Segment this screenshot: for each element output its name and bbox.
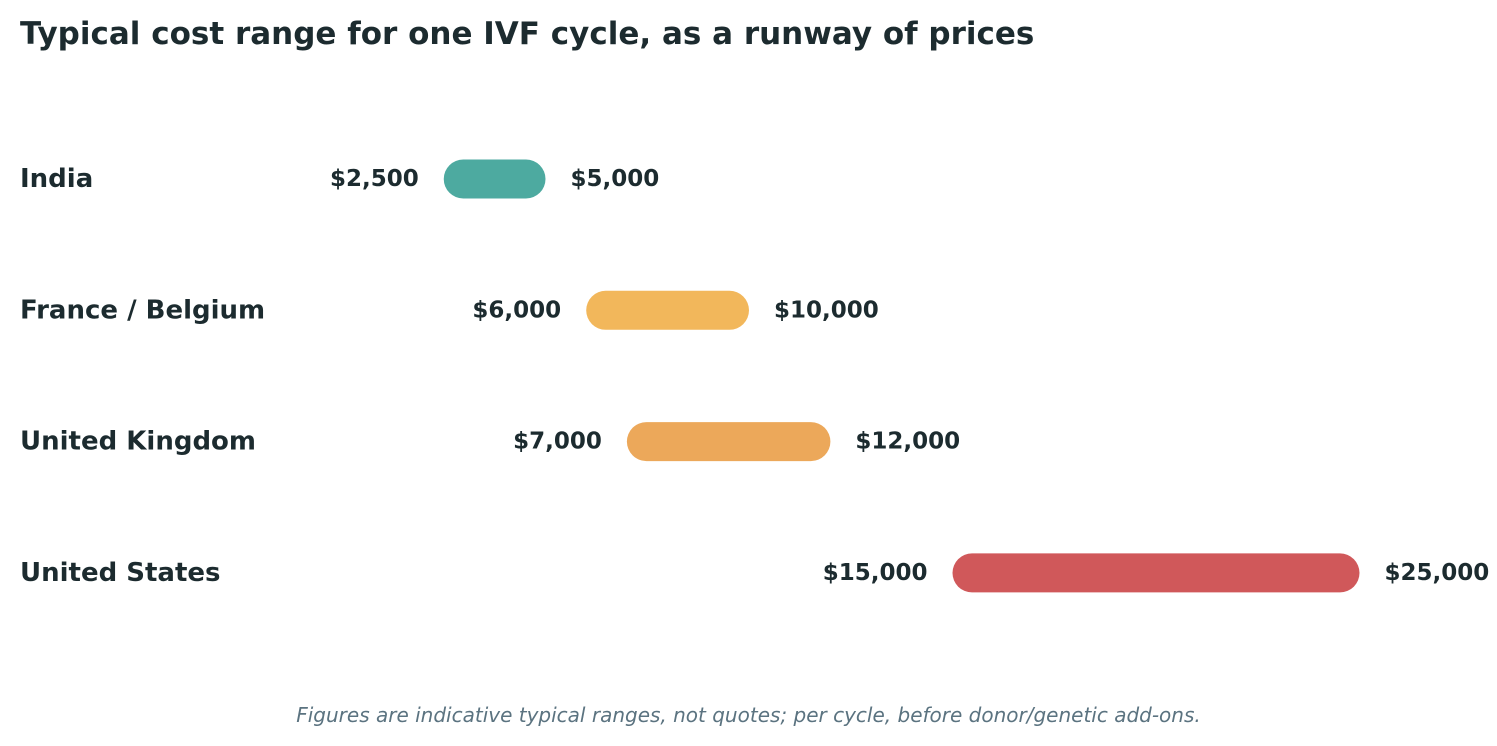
range-bar — [626, 422, 831, 462]
high-value-label: $5,000 — [571, 166, 660, 192]
range-bar — [952, 553, 1360, 593]
range-chart: India $2,500 $5,000 France / Belgium $6,000 $… — [20, 159, 1490, 593]
chart-title: Typical cost range for one IVF cycle, as… — [20, 16, 1035, 52]
row-label: United States — [20, 558, 221, 588]
high-value-label: $12,000 — [855, 429, 960, 455]
row-label: India — [20, 164, 93, 194]
low-value-label: $7,000 — [513, 429, 602, 455]
row-label: France / Belgium — [20, 295, 265, 325]
high-value-label: $25,000 — [1385, 560, 1490, 586]
row-label: United Kingdom — [20, 427, 256, 457]
high-value-label: $10,000 — [774, 297, 879, 323]
chart-footnote: Figures are indicative typical ranges, n… — [296, 703, 1201, 727]
low-value-label: $2,500 — [330, 166, 419, 192]
low-value-label: $6,000 — [472, 297, 561, 323]
low-value-label: $15,000 — [823, 560, 928, 586]
range-bar — [586, 290, 749, 330]
range-bar — [443, 159, 546, 199]
